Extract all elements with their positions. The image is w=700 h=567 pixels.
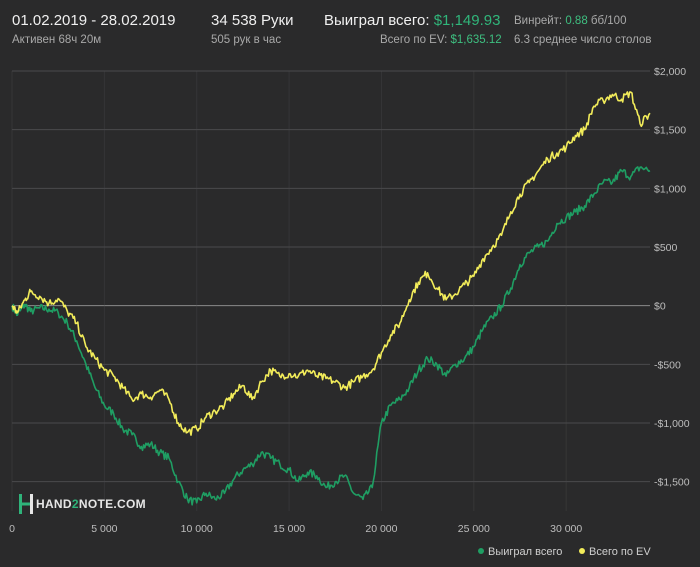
avg-tables: 6.3 среднее число столов [514, 34, 652, 46]
winrate-unit: бб/100 [590, 15, 627, 27]
won-total-label: Выиграл всего: [324, 12, 430, 29]
active-time: Активен 68ч 20м [12, 34, 102, 46]
y-tick-label: -$1,000 [654, 418, 690, 430]
legend-item-won[interactable]: Выиграл всего [478, 546, 562, 558]
legend-won-label: Выиграл всего [488, 546, 563, 558]
legend-item-ev[interactable]: Всего по EV [579, 546, 651, 558]
winrate-label: Винрейт: [514, 15, 563, 27]
series-line-won[interactable] [11, 166, 651, 506]
hands-count: 34 538 Руки [211, 12, 294, 29]
x-tick-label: 20 000 [365, 523, 397, 535]
x-tick-label: 25 000 [458, 523, 490, 535]
legend-ev-marker [579, 548, 585, 554]
winrate: Винрейт: 0.88 бб/100 [514, 15, 626, 27]
hands-per-hour: 505 рук в час [211, 34, 282, 46]
y-tick-label: $0 [654, 301, 666, 313]
grid [11, 70, 650, 511]
winrate-value: 0.88 [565, 15, 588, 27]
y-tick-label: $1,500 [654, 125, 686, 137]
y-axis-labels: -$1,500 -$1,000 -$500 $0 $500 $1,000 $1,500 $2,… [654, 66, 690, 489]
y-tick-label: -$500 [654, 359, 681, 371]
legend-won-marker [478, 548, 484, 554]
won-total-value: $1,149.93 [433, 12, 501, 29]
profit-chart[interactable]: -$1,500 -$1,000 -$500 $0 $500 $1,000 $1,500 $2,… [0, 56, 700, 546]
hand2note-logo-text: HAND2NOTE.COM [36, 497, 146, 511]
series [11, 91, 651, 506]
x-axis-labels: 0 5 000 10 000 15 000 20 000 25 000 30 000 [9, 523, 582, 535]
date-range[interactable]: 01.02.2019 - 28.02.2019 [12, 12, 176, 29]
x-tick-label: 15 000 [273, 523, 305, 535]
y-tick-label: $1,000 [654, 183, 686, 195]
x-tick-label: 10 000 [181, 523, 213, 535]
legend-ev-label: Всего по EV [589, 546, 651, 558]
ev-total-label: Всего по EV: [380, 34, 448, 46]
x-tick-label: 0 [9, 523, 15, 535]
y-tick-label: -$1,500 [654, 477, 690, 489]
y-tick-label: $500 [654, 242, 678, 254]
y-tick-label: $2,000 [654, 66, 686, 78]
x-tick-label: 30 000 [550, 523, 582, 535]
hand2note-logo-icon [19, 494, 33, 514]
stats-header: 01.02.2019 - 28.02.2019 Активен 68ч 20м … [0, 0, 700, 56]
series-line-ev[interactable] [11, 91, 651, 436]
won-total: Выиграл всего: $1,149.93 [324, 12, 500, 29]
ev-total: Всего по EV: $1,635.12 [380, 34, 502, 46]
x-tick-label: 5 000 [91, 523, 117, 535]
ev-total-value: $1,635.12 [450, 34, 502, 46]
